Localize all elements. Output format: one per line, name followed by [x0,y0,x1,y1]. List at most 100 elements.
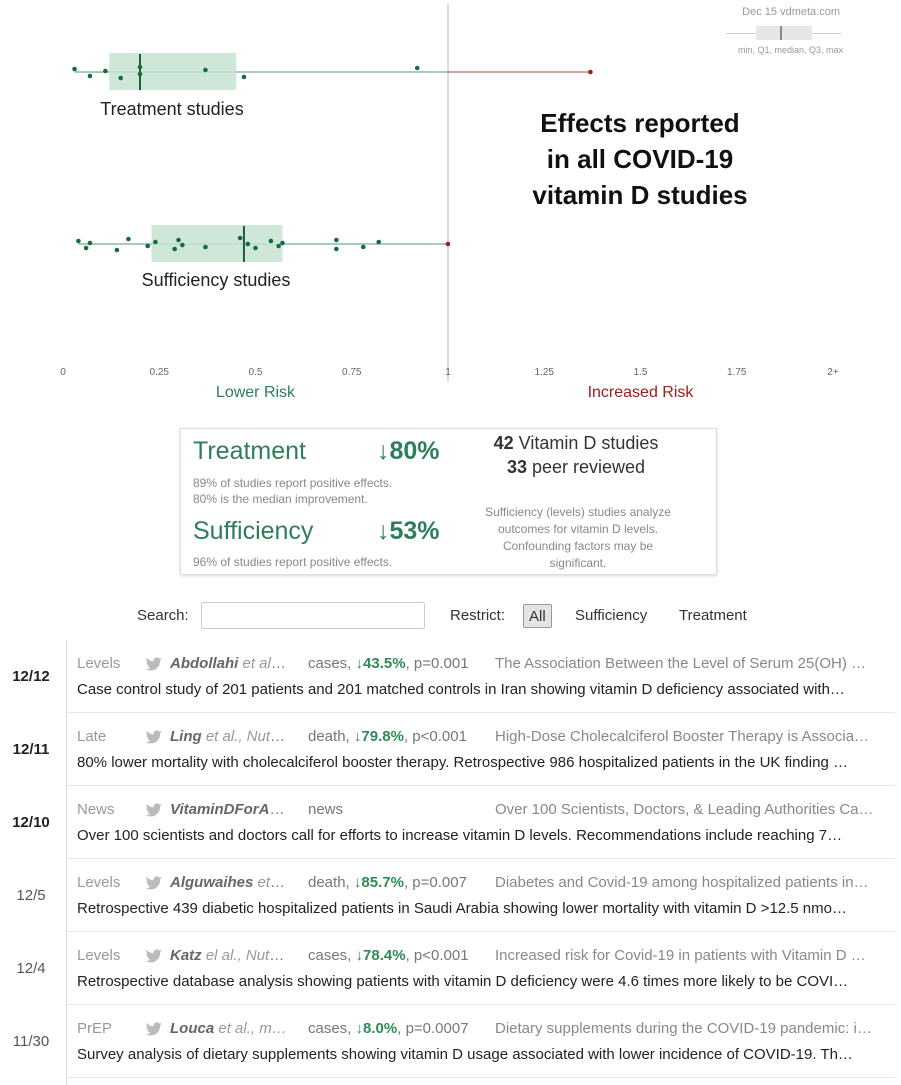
sufficiency-study-point [280,240,285,246]
row-description: Case control study of 201 patients and 2… [77,681,845,698]
row-pvalue: , p=0.007 [403,874,467,891]
study-row[interactable]: 12/12 Levels Abdollahi et al.,… cases, ↓43.… [0,640,901,713]
study-row[interactable]: 12/10 News VitaminDForAll… news Over 100 Sc… [0,786,901,859]
row-category: Late [77,728,107,745]
row-title[interactable]: Dietary supplements during the COVID-19 … [495,1020,872,1037]
row-effect-pct: ↓78.4% [355,947,406,964]
twitter-icon[interactable] [145,876,162,890]
treatment-study-point [103,68,108,74]
row-title[interactable]: The Association Between the Level of Ser… [495,655,867,672]
x-tick-label: 0.75 [342,367,362,378]
study-row[interactable]: 12/5 Levels Alguwaihes et … death, ↓85.7%, … [0,859,901,932]
headline-line-1: Effects reported [540,108,740,138]
row-author[interactable]: Abdollahi et al.,… [170,655,288,672]
studies-count-line: 42 Vitamin D studies [481,433,671,454]
study-row[interactable]: 11/30 PrEP Louca et al., m… cases, ↓8.0%, p… [0,1005,901,1078]
twitter-icon[interactable] [145,730,162,744]
row-title[interactable]: Over 100 Scientists, Doctors, & Leading … [495,801,874,818]
row-description: Over 100 scientists and doctors call for… [77,827,843,844]
filter-all-button[interactable]: All [523,604,552,628]
row-separator [67,931,895,932]
sufficiency-study-point [126,236,131,242]
treatment-title: Treatment [193,437,307,465]
study-row[interactable]: 12/11 Late Ling et al., Nutri… death, ↓79.8… [0,713,901,786]
x-tick-label: 1.5 [634,367,648,378]
twitter-icon[interactable] [145,949,162,963]
sufficiency-study-point [145,243,150,249]
filter-treatment-button[interactable]: Treatment [679,607,747,624]
treatment-study-point [414,65,420,71]
sufficiency-study-point [376,239,382,245]
row-outcome: cases, ↓43.5%, p=0.001 [308,655,488,672]
sufficiency-study-point [268,238,274,244]
treatment-study-point [588,69,593,75]
legend-median [780,26,782,40]
legend-box [756,26,812,40]
headline-line-2: in all COVID-19 [546,144,734,174]
sufficiency-study-point [180,242,185,248]
row-title[interactable]: Increased risk for Covid-19 in patients … [495,947,866,964]
row-author-rest: et al., Nutri… [201,728,288,745]
sufficiency-study-point [361,244,366,250]
row-pvalue: , p=0.001 [405,655,469,672]
sufficiency-study-point [237,235,243,241]
row-description: Retrospective database analysis showing … [77,973,849,990]
row-outcome-type: cases, [308,655,352,672]
row-effect-pct: ↓43.5% [355,655,406,672]
row-category: Levels [77,655,121,672]
sufficiency-note: 96% of studies report positive effects. [193,555,393,569]
twitter-icon[interactable] [145,803,162,817]
x-tick-label: 1.25 [535,367,555,378]
row-author[interactable]: VitaminDForAll… [170,801,288,818]
row-date: 12/10 [12,814,50,831]
search-input[interactable] [201,602,425,629]
row-author[interactable]: Ling et al., Nutri… [170,728,288,745]
studies-count: 42 [493,433,514,453]
filter-sufficiency-button[interactable]: Sufficiency [575,607,648,624]
row-separator [67,858,895,859]
row-author-name: Ling [170,728,202,745]
study-row[interactable]: 12/4 Levels Katz el al., Nutri… cases, ↓78.… [0,932,901,1005]
row-separator [67,785,895,786]
row-outcome-type: death, [308,874,350,891]
row-separator [67,1004,895,1005]
peer-count-line: 33 peer reviewed [481,457,671,478]
row-description: Survey analysis of dietary supplements s… [77,1046,853,1063]
row-title[interactable]: Diabetes and Covid-19 among hospitalized… [495,874,869,891]
row-outcome-type: death, [308,728,350,745]
x-tick-label: 1.75 [727,367,747,378]
row-date: 12/4 [16,960,46,977]
treatment-series-label: Treatment studies [100,99,243,119]
sufficiency-study-point [334,237,339,243]
sufficiency-iqr-box [151,225,283,262]
row-category: Levels [77,947,121,964]
headline-line-3: vitamin D studies [532,180,748,210]
row-author[interactable]: Alguwaihes et … [170,874,288,891]
x-tick-label: 0.5 [249,367,263,378]
headline: Effects reported in all COVID-19 vitamin… [500,105,780,213]
row-category: PrEP [77,1020,113,1037]
twitter-icon[interactable] [145,657,162,671]
row-date: 12/12 [12,668,50,685]
row-author[interactable]: Louca et al., m… [170,1020,288,1037]
studies-label: Vitamin D studies [518,433,659,453]
row-title[interactable]: High-Dose Cholecalciferol Booster Therap… [495,728,870,745]
sufficiency-study-point [83,245,89,251]
treatment-study-point [241,74,247,80]
sufficiency-study-point [87,240,93,246]
row-author-name: Abdollahi [170,655,239,672]
sufficiency-study-point [334,246,339,252]
increased-risk-label: Increased Risk [588,384,695,401]
effects-chart: 0 0.25 0.5 0.75 1 1.25 1.5 1.75 2+ Lower Risk Incr… [60,4,839,401]
row-date: 12/11 [12,741,50,758]
row-outcome: death, ↓79.8%, p<0.001 [308,728,488,745]
peer-label: peer reviewed [531,457,646,477]
twitter-icon[interactable] [145,1022,162,1036]
row-author[interactable]: Katz el al., Nutri… [170,947,288,964]
row-description: 80% lower mortality with cholecalciferol… [77,754,848,771]
sufficiency-study-point [172,246,177,252]
boxplot-legend-key [726,26,841,46]
row-separator [67,712,895,713]
x-tick-label: 0 [60,367,66,378]
row-author-rest: el al., Nutri… [201,947,288,964]
